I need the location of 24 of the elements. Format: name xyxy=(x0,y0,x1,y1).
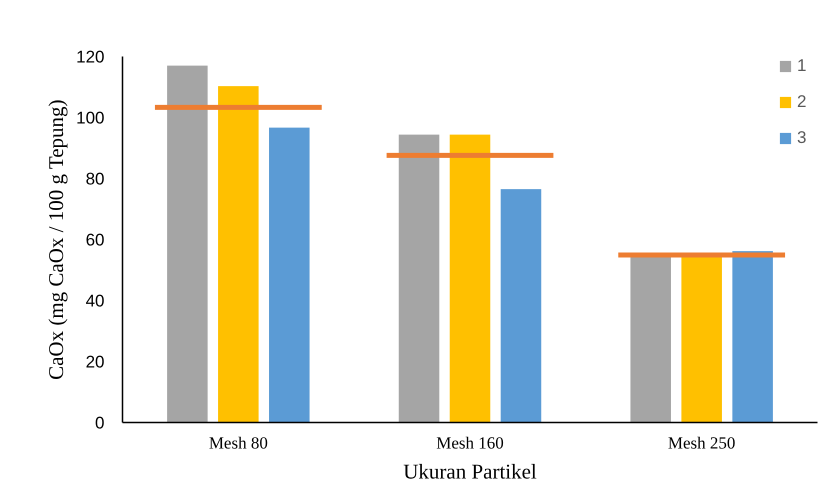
y-tick-label: 60 xyxy=(86,230,105,250)
y-tick-label: 40 xyxy=(86,292,105,310)
legend-label: 1 xyxy=(797,56,808,76)
bar xyxy=(218,86,259,422)
bar xyxy=(500,189,542,422)
bar xyxy=(450,134,490,422)
bar xyxy=(732,251,773,422)
bar xyxy=(398,134,440,422)
y-tick-label: 80 xyxy=(86,170,105,188)
bar xyxy=(269,128,310,422)
x-tick-label: Mesh 80 xyxy=(208,434,268,452)
y-tick-label: 100 xyxy=(76,108,105,128)
bar xyxy=(630,256,671,422)
x-axis-title: Ukuran Partikel xyxy=(403,460,537,484)
bar xyxy=(681,256,722,422)
y-axis-title: CaOx (mg CaOx / 100 g Tepung) xyxy=(44,99,68,380)
y-tick-label: 0 xyxy=(95,414,105,432)
bar xyxy=(167,66,208,422)
x-tick-label: Mesh 160 xyxy=(436,434,504,452)
y-tick-label: 20 xyxy=(86,352,105,372)
legend-label: 2 xyxy=(797,92,808,112)
x-tick-label: Mesh 250 xyxy=(668,434,736,452)
y-tick-label: 120 xyxy=(76,48,105,66)
legend-label: 3 xyxy=(797,128,808,148)
